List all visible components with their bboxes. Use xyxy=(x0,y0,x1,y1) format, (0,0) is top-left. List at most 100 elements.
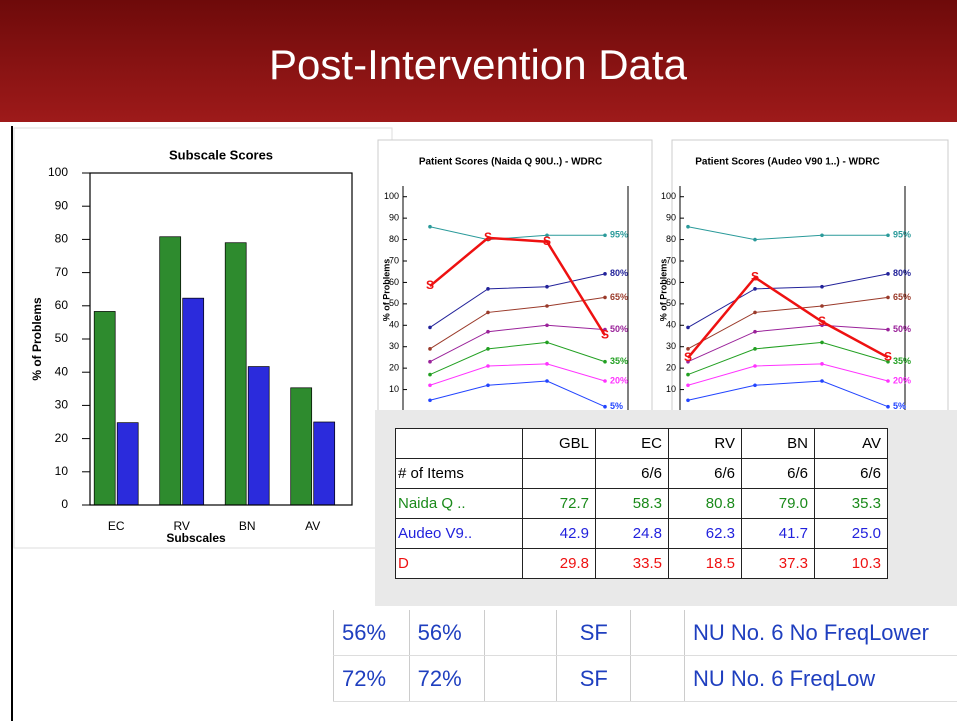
percentile-point xyxy=(686,383,690,388)
y-tick-label: 40 xyxy=(389,320,399,330)
percentile-point xyxy=(820,323,824,328)
percentile-point xyxy=(428,325,432,330)
table-cell: 18.5 xyxy=(668,548,742,579)
x-axis-label: Subscales xyxy=(166,531,226,545)
percentile-point xyxy=(545,304,549,308)
row-label: D xyxy=(395,548,523,579)
table-cell: 6/6 xyxy=(814,458,888,489)
y-tick-label: 10 xyxy=(55,464,69,478)
percentile-label: 95% xyxy=(893,230,911,240)
table-cell: 25.0 xyxy=(814,518,888,549)
y-tick-label: 50 xyxy=(389,298,399,308)
percentile-point xyxy=(753,329,757,334)
percentile-point xyxy=(820,304,824,308)
bar xyxy=(93,311,116,506)
y-tick-label: 20 xyxy=(55,431,69,445)
y-tick-label: 80 xyxy=(389,234,399,244)
list-cell: SF xyxy=(556,655,631,702)
percentile-point xyxy=(886,272,890,276)
percentile-label: 95% xyxy=(610,230,628,240)
percentile-point xyxy=(886,359,890,364)
list-cell: 72% xyxy=(333,655,410,702)
percentile-point xyxy=(603,295,607,300)
percentile-label: 65% xyxy=(893,292,911,302)
header-cell: EC xyxy=(595,428,669,459)
percentile-point xyxy=(753,347,757,351)
score-table: GBL EC RV BN AV # of Items 6/6 6/6 6/6 6/6 Naida Q… xyxy=(395,428,888,579)
percentile-point xyxy=(428,383,432,388)
list-cell: 72% xyxy=(408,655,485,702)
percentile-line xyxy=(687,363,889,386)
y-tick-label: 50 xyxy=(666,298,676,308)
percentile-label: 50% xyxy=(893,324,911,334)
line-panel-2 xyxy=(671,139,949,416)
percentile-point xyxy=(603,379,607,383)
title-band xyxy=(0,0,957,122)
patient-marker: S xyxy=(684,350,692,364)
table-cell: 6/6 xyxy=(668,458,742,489)
x-tick-label: BN xyxy=(239,519,256,533)
percentile-point xyxy=(686,359,690,364)
percentile-point xyxy=(753,237,757,242)
percentile-label: 20% xyxy=(610,375,628,385)
list-cell xyxy=(630,655,685,702)
chart-title: Patient Scores (Naida Q 90U..) - WDRC xyxy=(419,157,602,168)
percentile-line xyxy=(687,341,889,376)
bar xyxy=(116,422,139,506)
percentile-point xyxy=(886,327,890,332)
y-tick-label: 60 xyxy=(55,298,69,312)
table-cell: 35.3 xyxy=(814,488,888,519)
y-tick-label: 90 xyxy=(55,198,69,212)
list-row: 56% 56% SF NU No. 6 No FreqLower xyxy=(333,610,957,656)
y-tick-label: 70 xyxy=(389,255,399,265)
percentile-point xyxy=(486,310,490,315)
y-tick-label: 60 xyxy=(666,277,676,287)
table-cell: 33.5 xyxy=(595,548,669,579)
percentile-point xyxy=(886,233,890,238)
percentile-line xyxy=(687,273,889,328)
percentile-point xyxy=(545,340,549,345)
y-tick-label: 30 xyxy=(389,341,399,351)
list-cell xyxy=(484,610,557,656)
y-tick-label: 60 xyxy=(389,277,399,287)
list-cell xyxy=(630,610,685,656)
percentile-line xyxy=(687,380,889,408)
table-cell: 80.8 xyxy=(668,488,742,519)
slide-title: Post-Intervention Data xyxy=(269,41,688,88)
percentile-point xyxy=(486,383,490,388)
patient-marker: S xyxy=(884,350,892,364)
list-cell: SF xyxy=(556,610,631,656)
x-tick-label: RV xyxy=(173,519,189,533)
percentile-label: 50% xyxy=(610,324,628,334)
percentile-point xyxy=(603,233,607,238)
y-tick-label: 90 xyxy=(389,213,399,223)
percentile-point xyxy=(428,347,432,351)
percentile-point xyxy=(686,347,690,351)
table-cell xyxy=(522,458,596,489)
y-tick-label: 80 xyxy=(666,234,676,244)
percentile-point xyxy=(753,383,757,388)
percentile-point xyxy=(820,233,824,238)
y-tick-label: 30 xyxy=(55,398,69,412)
percentile-point xyxy=(486,347,490,351)
table-cell: 79.0 xyxy=(741,488,815,519)
row-label: # of Items xyxy=(395,458,523,489)
percentile-label: 65% xyxy=(610,292,628,302)
percentile-line xyxy=(687,296,889,350)
percentile-point xyxy=(428,224,432,229)
percentile-point xyxy=(686,325,690,330)
percentile-point xyxy=(545,379,549,383)
percentile-point xyxy=(545,284,549,289)
table-cell: 29.8 xyxy=(522,548,596,579)
percentile-label: 20% xyxy=(893,375,911,385)
y-tick-label: 90 xyxy=(666,213,676,223)
percentile-point xyxy=(886,379,890,383)
table-row: Naida Q .. 72.7 58.3 80.8 79.0 35.3 xyxy=(395,488,888,519)
table-cell: 37.3 xyxy=(741,548,815,579)
percentile-point xyxy=(486,364,490,368)
percentile-point xyxy=(545,233,549,238)
percentile-point xyxy=(886,404,890,409)
percentile-point xyxy=(820,340,824,345)
